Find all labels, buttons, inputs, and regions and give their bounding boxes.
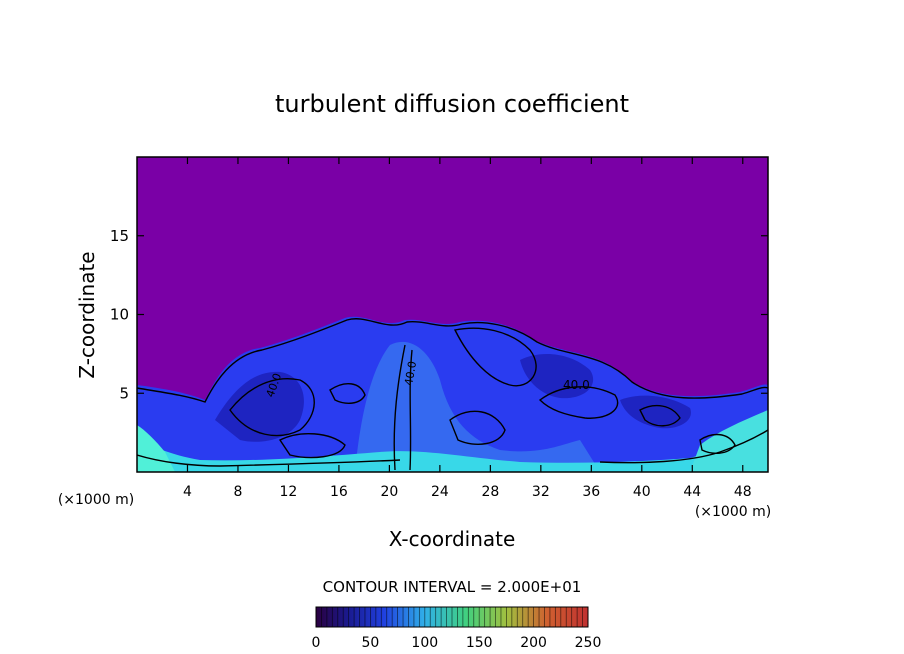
x-tick-label: 20 <box>380 484 398 500</box>
turbulent-region-light <box>355 341 600 472</box>
y-tick-label: 5 <box>119 384 129 402</box>
x-tick-label: 44 <box>683 484 701 500</box>
x-axis-label: X-coordinate <box>389 527 516 551</box>
y-axis-label: Z-coordinate <box>75 251 99 378</box>
x-tick-label: 4 <box>183 484 192 500</box>
surface-cyan-left <box>137 425 175 472</box>
turbulent-region-blue <box>137 316 768 472</box>
colorbar-tick-label: 50 <box>361 635 379 651</box>
x-tick-label: 24 <box>431 484 449 500</box>
y-axis-ticks: 5 10 15 <box>110 227 768 402</box>
colorbar-tick-labels: 0 50 100 150 200 250 <box>312 635 602 651</box>
x-tick-label: 36 <box>582 484 600 500</box>
colorbar-tick-label: 200 <box>520 635 547 651</box>
x-tick-label: 40 <box>633 484 651 500</box>
surface-cyan-band <box>137 432 768 472</box>
x-tick-label: 8 <box>233 484 242 500</box>
x-tick-label: 32 <box>532 484 550 500</box>
x-tick-label: 16 <box>330 484 348 500</box>
contour-interval-text: CONTOUR INTERVAL = 2.000E+01 <box>323 578 582 596</box>
x-unit-right: (×1000 m) <box>695 504 771 520</box>
plot-area <box>137 157 768 472</box>
x-tick-label: 12 <box>280 484 298 500</box>
colorbar-tick-label: 250 <box>575 635 602 651</box>
contour-label-1: 40.0 <box>402 360 419 386</box>
x-unit-left: (×1000 m) <box>58 492 134 508</box>
x-axis-ticks: 4 8 12 16 20 24 28 32 36 40 44 48 <box>183 157 752 500</box>
contour-lines <box>137 318 768 471</box>
y-tick-label: 15 <box>110 227 129 245</box>
colorbar-stripes <box>321 607 583 627</box>
colorbar-tick-label: 0 <box>312 635 321 651</box>
colorbar: 0 50 100 150 200 250 <box>312 606 602 651</box>
colorbar-tick-label: 100 <box>411 635 438 651</box>
x-tick-label: 28 <box>481 484 499 500</box>
contour-label-2: 40.0 <box>563 378 590 392</box>
chart-title: turbulent diffusion coefficient <box>275 90 629 118</box>
surface-cyan-right <box>690 410 768 472</box>
colorbar-tick-label: 150 <box>466 635 493 651</box>
y-tick-label: 10 <box>110 306 129 324</box>
x-tick-label: 48 <box>734 484 752 500</box>
turbulent-region-dark <box>215 354 691 442</box>
